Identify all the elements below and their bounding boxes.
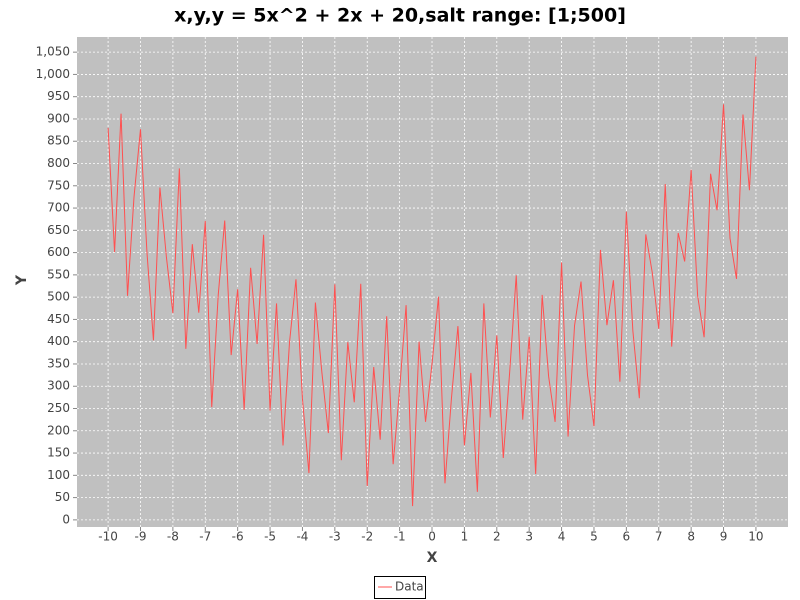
y-tick-label: 600	[47, 245, 70, 259]
x-tick-label: -4	[296, 530, 308, 544]
legend-box	[374, 576, 426, 599]
y-tick-label: 450	[47, 312, 70, 326]
y-tick-label: 850	[47, 134, 70, 148]
y-tick-label: 50	[55, 490, 70, 504]
y-tick-label: 650	[47, 223, 70, 237]
x-tick-label: -9	[135, 530, 147, 544]
y-tick-label: 500	[47, 290, 70, 304]
y-tick-label: 0	[62, 512, 70, 526]
y-tick-label: 350	[47, 356, 70, 370]
x-tick-label: -3	[329, 530, 341, 544]
x-tick-label: -7	[199, 530, 211, 544]
x-tick-label: -2	[361, 530, 373, 544]
y-tick-label: 250	[47, 401, 70, 415]
x-tick-label: 9	[720, 530, 728, 544]
y-axis-title: Y	[14, 274, 30, 286]
x-tick-label: 6	[623, 530, 631, 544]
x-tick-label: 5	[590, 530, 598, 544]
legend-label: Data	[395, 580, 424, 594]
x-tick-label: -8	[167, 530, 179, 544]
x-tick-label: 10	[748, 530, 763, 544]
x-tick-label: 2	[493, 530, 501, 544]
y-tick-label: 1,000	[36, 67, 70, 81]
data-line	[107, 56, 757, 507]
y-tick-label: 1,050	[36, 45, 70, 59]
y-tick-label: 550	[47, 267, 70, 281]
x-tick-label: 3	[525, 530, 533, 544]
x-tick-label: 4	[558, 530, 566, 544]
x-tick-label: 7	[655, 530, 663, 544]
chart-title: x,y,y = 5x^2 + 2x + 20,salt range: [1;50…	[174, 5, 626, 27]
y-tick-label: 950	[47, 89, 70, 103]
x-axis-title: X	[427, 550, 438, 566]
x-tick-label: 0	[428, 530, 436, 544]
y-tick-label: 100	[47, 468, 70, 482]
x-tick-label: 8	[687, 530, 695, 544]
x-tick-label: -6	[232, 530, 244, 544]
y-tick-label: 200	[47, 423, 70, 437]
y-tick-label: 700	[47, 201, 70, 215]
y-tick-label: 900	[47, 111, 70, 125]
y-tick-label: 150	[47, 446, 70, 460]
x-tick-label: -5	[264, 530, 276, 544]
y-tick-label: 750	[47, 178, 70, 192]
y-tick-label: 400	[47, 334, 70, 348]
x-tick-label: -10	[98, 530, 118, 544]
x-tick-label: 1	[461, 530, 469, 544]
y-tick-label: 300	[47, 379, 70, 393]
x-tick-label: -1	[394, 530, 406, 544]
y-tick-label: 800	[47, 156, 70, 170]
